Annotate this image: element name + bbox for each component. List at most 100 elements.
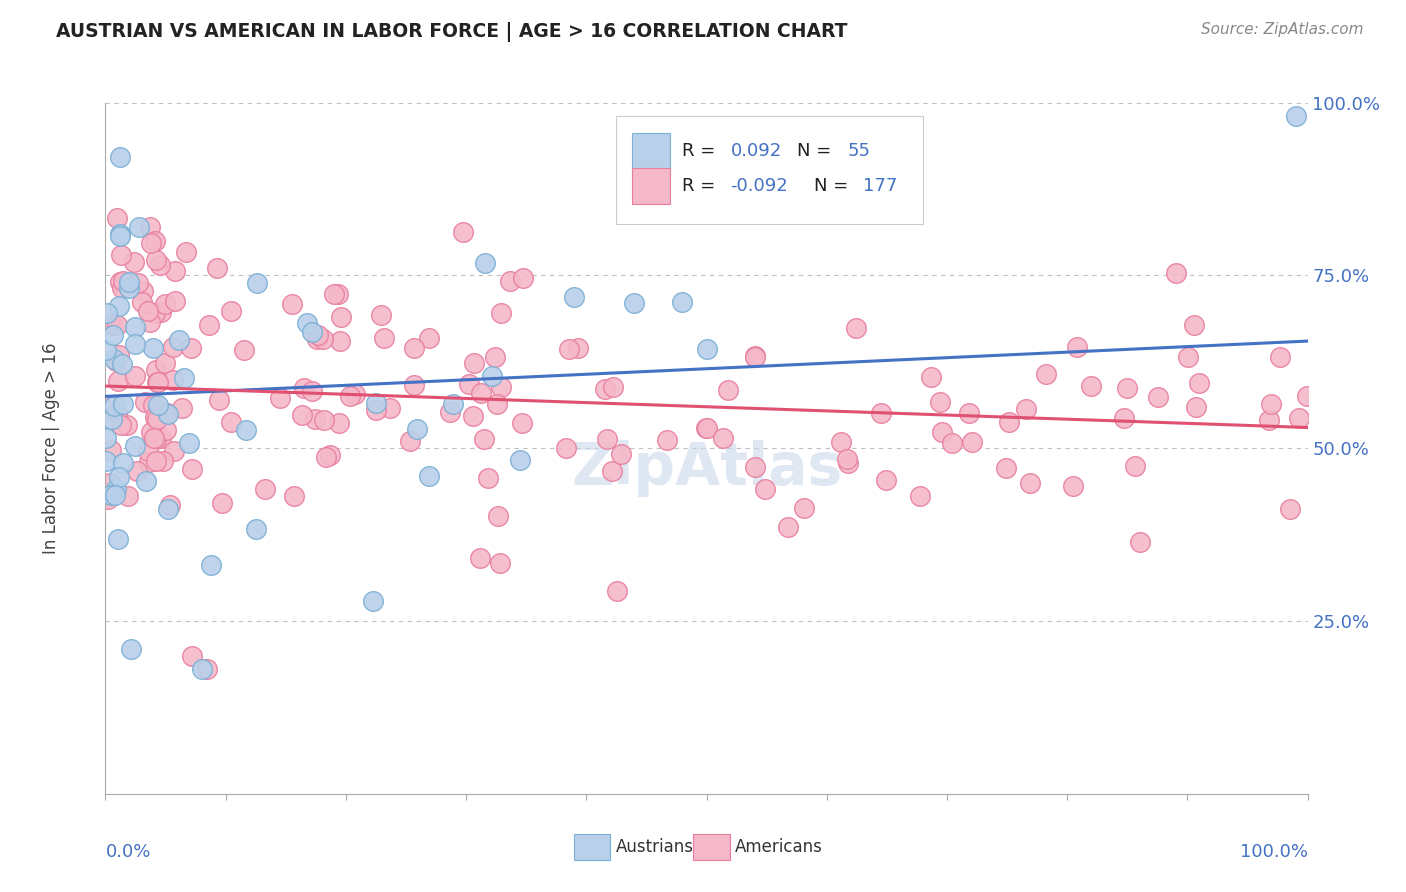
Point — [364, 395, 387, 409]
Point — [304, 412, 326, 426]
Point — [190, 662, 212, 677]
Point — [486, 397, 509, 411]
Text: R =: R = — [682, 177, 721, 194]
Point — [146, 375, 169, 389]
Point — [177, 436, 200, 450]
FancyBboxPatch shape — [631, 133, 671, 169]
Point — [107, 532, 129, 546]
Point — [146, 412, 169, 426]
Point — [124, 320, 146, 334]
Point — [474, 256, 496, 270]
Point — [754, 482, 776, 496]
Point — [145, 454, 167, 468]
Point — [153, 297, 176, 311]
Point — [135, 474, 157, 488]
Point — [269, 391, 291, 405]
Point — [149, 258, 172, 272]
Point — [995, 461, 1018, 475]
Point — [98, 475, 121, 490]
Point — [695, 421, 717, 435]
Point — [1260, 396, 1282, 410]
Point — [101, 328, 124, 343]
Point — [96, 305, 118, 319]
Point — [292, 381, 315, 395]
Point — [148, 375, 170, 389]
Point — [1278, 502, 1301, 516]
Point — [112, 275, 135, 289]
Point — [108, 150, 131, 164]
Point — [162, 340, 184, 354]
Point — [404, 378, 426, 392]
Point — [404, 341, 426, 355]
Point — [657, 433, 679, 447]
Point — [108, 228, 131, 243]
Point — [998, 415, 1021, 429]
Point — [163, 444, 186, 458]
Point — [491, 305, 513, 319]
Point — [134, 394, 156, 409]
Point — [139, 235, 162, 250]
Point — [200, 558, 222, 572]
Point — [96, 343, 118, 358]
Point — [957, 406, 980, 420]
Text: 100.0%: 100.0% — [1240, 843, 1308, 861]
Point — [253, 482, 276, 496]
Point — [558, 342, 581, 356]
Point — [145, 253, 167, 268]
Point — [108, 299, 131, 313]
Point — [960, 435, 983, 450]
Point — [322, 286, 344, 301]
Point — [110, 418, 132, 433]
Point — [512, 271, 534, 285]
Point — [489, 380, 512, 394]
Point — [468, 550, 491, 565]
Point — [143, 234, 166, 248]
Point — [112, 456, 135, 470]
Point — [1112, 411, 1135, 425]
Point — [406, 422, 429, 436]
Point — [1146, 390, 1168, 404]
Point — [671, 295, 693, 310]
Point — [1268, 350, 1291, 364]
FancyBboxPatch shape — [616, 117, 922, 224]
Point — [100, 443, 122, 458]
Point — [510, 416, 533, 430]
Point — [138, 455, 160, 469]
Point — [339, 388, 361, 402]
Point — [159, 498, 181, 512]
Point — [108, 348, 131, 362]
Point — [315, 450, 337, 465]
Point — [486, 509, 509, 524]
Point — [94, 431, 117, 445]
Point — [837, 451, 859, 466]
Point — [328, 287, 350, 301]
Point — [1035, 367, 1057, 381]
Point — [155, 423, 177, 437]
Text: -0.092: -0.092 — [731, 177, 789, 194]
Point — [399, 434, 422, 449]
Point — [595, 382, 617, 396]
Point — [1129, 535, 1152, 549]
Point — [305, 332, 328, 346]
Point — [463, 356, 485, 370]
Point — [172, 401, 194, 415]
Point — [246, 277, 269, 291]
Point — [235, 423, 257, 437]
Point — [1015, 402, 1038, 417]
Point — [118, 275, 141, 289]
Point — [418, 331, 440, 345]
Point — [100, 400, 122, 414]
Point — [606, 584, 628, 599]
Point — [153, 356, 176, 370]
Point — [131, 284, 153, 298]
Point — [165, 264, 187, 278]
Point — [143, 431, 166, 445]
Point — [97, 492, 120, 507]
Point — [1123, 459, 1146, 474]
Point — [117, 281, 139, 295]
Point — [845, 320, 868, 334]
Point — [830, 434, 852, 449]
Point — [328, 416, 350, 430]
Point — [145, 433, 167, 447]
Point — [105, 406, 128, 420]
